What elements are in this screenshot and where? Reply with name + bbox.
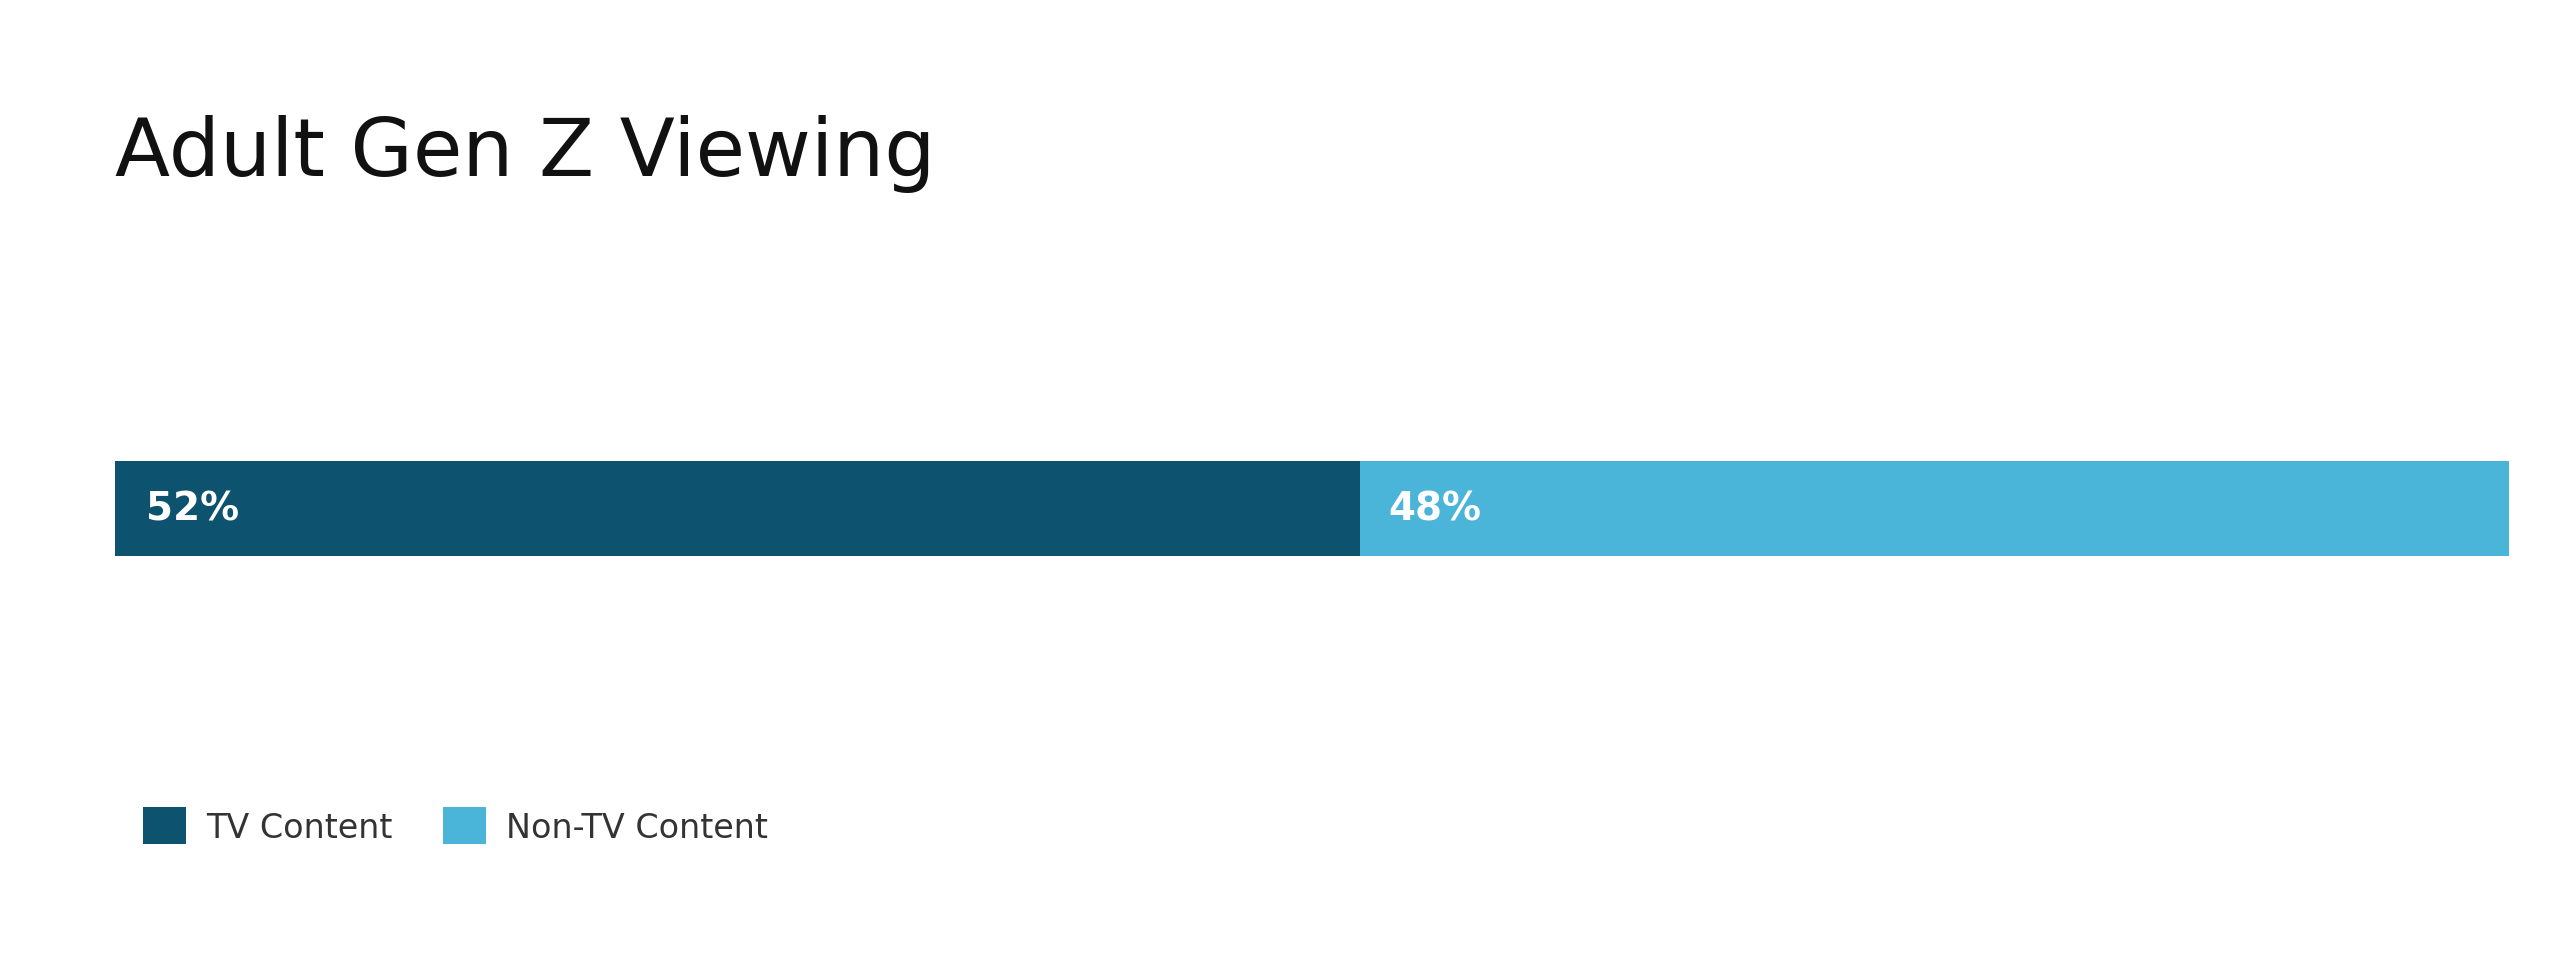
Bar xyxy=(1359,461,2509,557)
Text: Adult Gen Z Viewing: Adult Gen Z Viewing xyxy=(115,115,937,193)
Bar xyxy=(115,461,1359,557)
Text: 48%: 48% xyxy=(1388,490,1482,529)
Text: 52%: 52% xyxy=(146,490,241,529)
Legend: TV Content, Non-TV Content: TV Content, Non-TV Content xyxy=(131,794,781,857)
